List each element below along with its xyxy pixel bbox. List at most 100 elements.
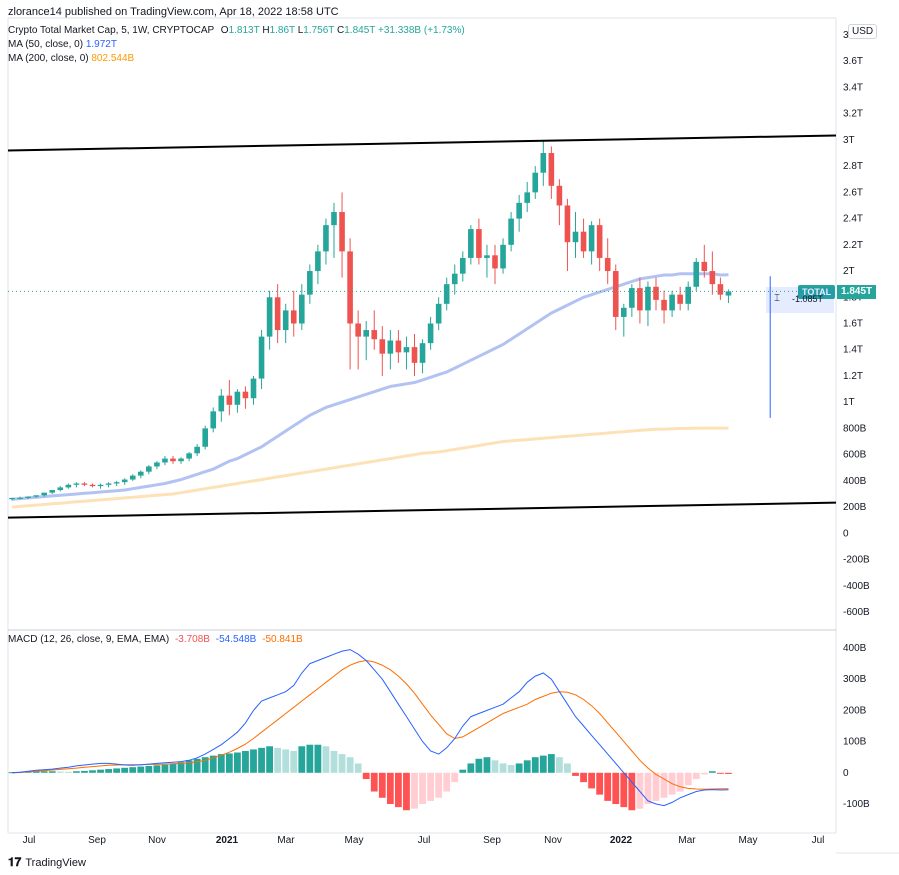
macd-lines	[11, 649, 729, 807]
macd-legend[interactable]: MACD (12, 26, close, 9, EMA, EMA) -3.708…	[8, 634, 303, 645]
time-tick: Nov	[148, 835, 166, 846]
ma200-path	[11, 426, 729, 509]
candle	[492, 244, 498, 285]
candle	[556, 179, 563, 226]
candle	[282, 303, 289, 344]
macd-bar	[185, 760, 193, 773]
price-tick: 600B	[843, 450, 867, 461]
macd-bar	[64, 771, 72, 773]
candle	[113, 480, 120, 487]
macd-label: MACD (12, 26, close, 9, EMA, EMA)	[8, 634, 170, 645]
macd-bar	[378, 772, 386, 798]
macd-bar	[604, 772, 612, 801]
ma50-legend[interactable]: MA (50, close, 0) 1.972T	[8, 39, 117, 50]
candle	[250, 375, 257, 405]
macd-bar	[652, 772, 660, 801]
macd-bar	[523, 760, 531, 773]
macd-bar	[491, 760, 499, 773]
price-tick: 2.6T	[843, 187, 863, 198]
candle	[41, 492, 47, 497]
candle	[339, 192, 345, 278]
macd-bar	[435, 772, 443, 798]
macd-bar	[137, 766, 145, 773]
macd-tick: 200B	[843, 705, 867, 716]
macd-signal-value: -50.841B	[262, 634, 303, 645]
symbol-title: Crypto Total Market Cap, 5, 1W, CRYPTOCA…	[8, 25, 215, 36]
price-tick: 2.8T	[843, 161, 863, 172]
ma200-line	[11, 426, 729, 509]
macd-bar	[395, 772, 402, 808]
upper-channel-line[interactable]	[7, 134, 837, 152]
ma200-value: 802.544B	[91, 53, 135, 64]
macd-bar	[386, 772, 394, 804]
macd-bar	[274, 747, 282, 773]
macd-bar	[242, 750, 249, 773]
price-tick: 3.4T	[843, 82, 863, 93]
macd-bar	[290, 750, 298, 773]
price-tick: 800B	[843, 423, 867, 434]
candle	[146, 465, 152, 475]
candle	[57, 486, 64, 492]
macd-bar	[193, 758, 201, 773]
time-axis[interactable]: Jul Sep Nov 2021 Mar May Jul Sep Nov 2022 Mar May Ju…	[23, 835, 825, 846]
candle	[315, 244, 321, 285]
macd-bar	[217, 754, 225, 773]
macd-bar	[105, 769, 112, 773]
time-tick: Jul	[23, 835, 36, 846]
ma50-line	[11, 272, 729, 501]
macd-bar	[725, 772, 732, 774]
price-tick: 400B	[843, 476, 867, 487]
macd-bar	[89, 770, 96, 773]
candle	[685, 281, 691, 311]
total-label-badge: TOTAL	[798, 285, 836, 299]
macd-bar	[73, 771, 80, 773]
lower-channel-line[interactable]	[7, 501, 837, 519]
candle	[25, 496, 31, 500]
macd-bar	[676, 772, 684, 792]
macd-tick: 100B	[843, 737, 867, 748]
candle	[33, 495, 39, 498]
candle	[516, 194, 522, 232]
time-tick: Nov	[544, 835, 562, 846]
macd-bar	[282, 749, 290, 773]
candle	[202, 425, 208, 450]
footer[interactable]: 𝟏𝟕 TradingView	[8, 855, 86, 870]
macd-bar	[314, 744, 322, 773]
candles	[8, 139, 836, 501]
candle	[371, 310, 378, 350]
candle	[419, 339, 426, 374]
macd-bar	[169, 763, 177, 773]
macd-bar	[32, 771, 40, 773]
macd-bar	[507, 765, 515, 773]
macd-bar	[306, 744, 314, 773]
candle	[274, 284, 281, 344]
macd-bar	[580, 772, 587, 783]
symbol-legend[interactable]: Crypto Total Market Cap, 5, 1W, CRYPTOCA…	[8, 25, 465, 36]
candle	[468, 225, 474, 265]
macd-bar	[708, 771, 716, 773]
macd-bar	[660, 772, 668, 798]
candle	[629, 284, 635, 317]
publish-line: zlorance14 published on TradingView.com,…	[8, 6, 339, 18]
macd-bar	[531, 757, 539, 773]
candle	[693, 257, 700, 291]
macd-line	[11, 649, 729, 807]
macd-bar	[620, 772, 628, 808]
price-tick: 2T	[843, 266, 855, 277]
trendlines[interactable]	[7, 134, 837, 519]
macd-bar	[547, 754, 555, 773]
macd-bar	[700, 772, 708, 775]
macd-bar	[298, 746, 306, 773]
macd-bar	[411, 772, 418, 809]
macd-bar	[403, 772, 410, 811]
candle	[210, 407, 217, 433]
measure-box[interactable]: ⌶ -1.085T	[766, 287, 834, 313]
ma200-legend[interactable]: MA (200, close, 0) 802.544B	[8, 53, 134, 64]
candle	[307, 264, 313, 304]
ma50-path	[11, 272, 729, 501]
macd-axis[interactable]: 400B 300B 200B 100B 0 -100B	[843, 643, 870, 810]
currency-badge[interactable]: USD	[848, 24, 878, 39]
candle	[226, 379, 233, 416]
macd-bar	[201, 757, 209, 773]
macd-bar	[225, 753, 233, 773]
